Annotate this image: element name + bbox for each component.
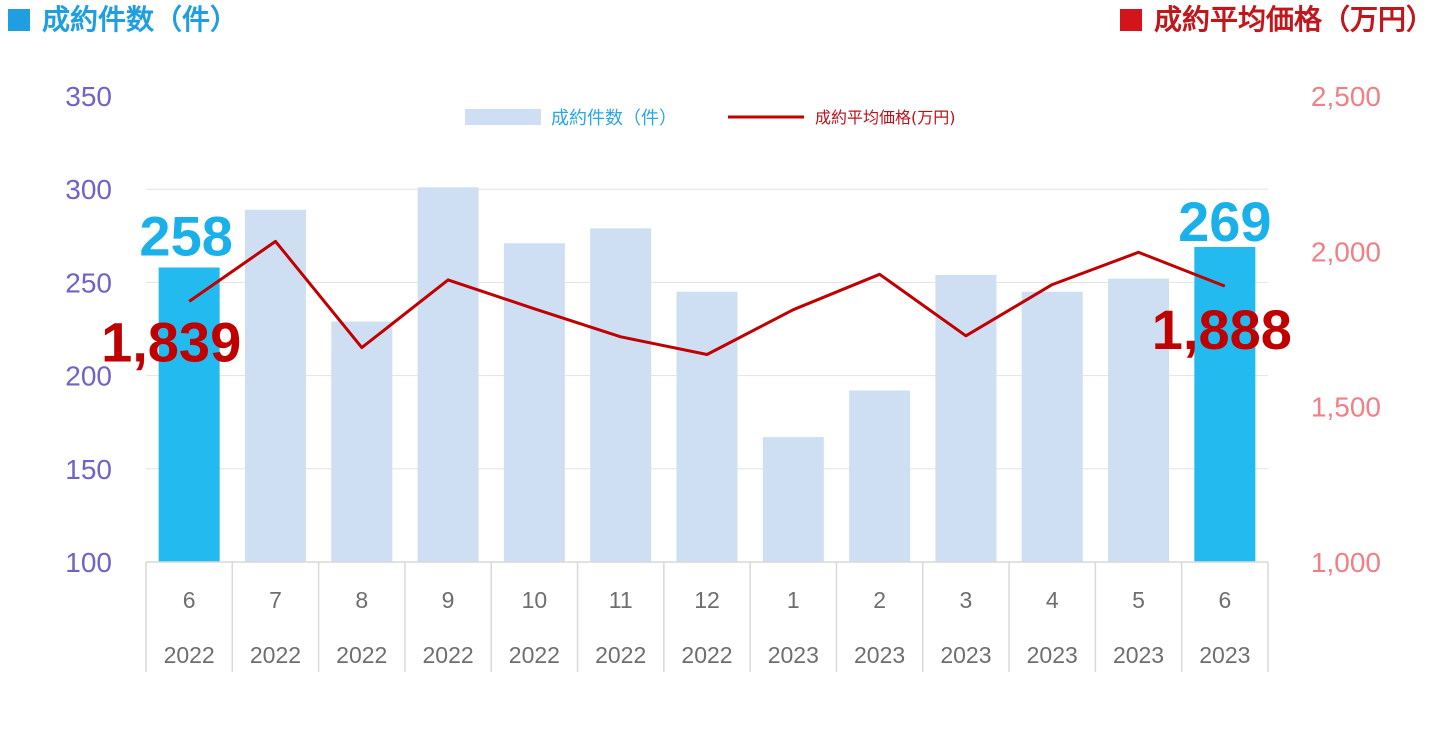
category-month: 12 xyxy=(694,587,720,613)
bar xyxy=(504,243,565,562)
category-year: 2022 xyxy=(509,642,560,668)
legend-label-bars: 成約件数（件） xyxy=(551,108,677,129)
highlight-first-price: 1,839 xyxy=(101,310,241,373)
bar xyxy=(935,275,996,562)
category-month: 7 xyxy=(269,587,282,613)
bar xyxy=(1022,292,1083,562)
category-year: 2022 xyxy=(595,642,646,668)
right-axis-ticks: 1,000 1,500 2,000 2,500 xyxy=(1311,81,1381,578)
category-month: 6 xyxy=(1218,587,1231,613)
legend-swatch-bars xyxy=(465,109,541,125)
right-tick-label: 2,000 xyxy=(1311,236,1381,267)
left-tick-label: 150 xyxy=(65,454,112,485)
right-tick-label: 1,500 xyxy=(1311,392,1381,423)
category-month: 8 xyxy=(355,587,368,613)
left-tick-label: 350 xyxy=(65,81,112,112)
category-year: 2023 xyxy=(1199,642,1250,668)
category-month: 4 xyxy=(1046,587,1059,613)
highlight-last-price: 1,888 xyxy=(1152,298,1292,361)
bar xyxy=(331,322,392,562)
category-year: 2023 xyxy=(1027,642,1078,668)
right-tick-label: 2,500 xyxy=(1311,81,1381,112)
bar xyxy=(418,187,479,562)
category-year: 2022 xyxy=(250,642,301,668)
category-year: 2022 xyxy=(422,642,473,668)
bar xyxy=(763,437,824,562)
category-year: 2022 xyxy=(681,642,732,668)
category-year: 2023 xyxy=(768,642,819,668)
category-month: 1 xyxy=(787,587,800,613)
bar xyxy=(245,210,306,562)
bar xyxy=(1194,247,1255,562)
bar xyxy=(849,391,910,562)
highlight-first-count: 258 xyxy=(139,204,232,267)
category-year: 2022 xyxy=(336,642,387,668)
category-table: 6202272022820229202210202211202212202212… xyxy=(146,562,1268,672)
left-tick-label: 300 xyxy=(65,174,112,205)
right-tick-label: 1,000 xyxy=(1311,547,1381,578)
category-month: 11 xyxy=(609,587,633,613)
bar xyxy=(677,292,738,562)
category-year: 2023 xyxy=(854,642,905,668)
legend: 成約件数（件） 成約平均価格(万円) xyxy=(465,108,956,129)
category-month: 10 xyxy=(522,587,548,613)
legend-label-line: 成約平均価格(万円) xyxy=(815,108,956,127)
category-month: 9 xyxy=(442,587,455,613)
bar-series xyxy=(159,187,1256,562)
left-tick-label: 250 xyxy=(65,267,112,298)
category-year: 2023 xyxy=(940,642,991,668)
category-month: 5 xyxy=(1132,587,1145,613)
left-tick-label: 100 xyxy=(65,547,112,578)
category-month: 2 xyxy=(873,587,886,613)
bar xyxy=(590,228,651,562)
category-month: 6 xyxy=(183,587,196,613)
category-month: 3 xyxy=(960,587,973,613)
highlight-last-count: 269 xyxy=(1178,190,1271,253)
category-year: 2022 xyxy=(164,642,215,668)
category-year: 2023 xyxy=(1113,642,1164,668)
